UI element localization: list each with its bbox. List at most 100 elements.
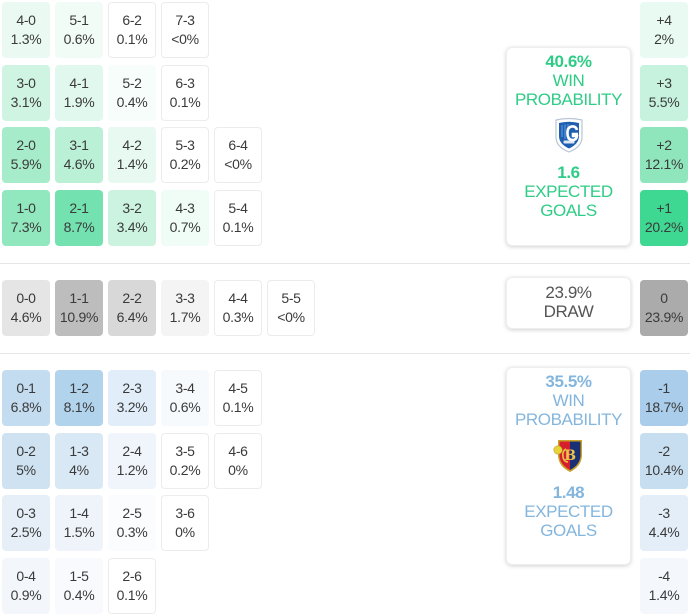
draw-label: DRAW (543, 302, 594, 321)
cell-score: 5-1 (69, 12, 89, 28)
scoreline-cell: 4-4 0.3% (214, 280, 262, 336)
goal-margin-cell: +2 12.1% (640, 127, 688, 183)
cell-probability: 2% (654, 31, 674, 47)
scoreline-cell: 4-0 1.3% (2, 2, 50, 58)
cell-probability: 0.3% (116, 524, 148, 540)
cell-score: 4-5 (228, 380, 248, 396)
cell-probability: 20.2% (644, 219, 684, 235)
cell-score: 2-6 (122, 568, 142, 584)
cell-probability: 5.9% (10, 156, 42, 172)
cell-score: 5-2 (122, 75, 142, 91)
cell-probability: 1.7% (169, 309, 201, 325)
cell-score: 2-1 (69, 200, 89, 216)
scoreline-cell: 4-6 0% (214, 433, 262, 489)
scoreline-cell: 2-5 0.3% (108, 495, 156, 551)
cell-probability: 0% (228, 462, 248, 478)
cell-probability: 0.2% (169, 462, 201, 478)
cell-probability: 1.2% (116, 462, 148, 478)
cell-probability: 0% (175, 524, 195, 540)
cell-probability: 6.8% (10, 399, 42, 415)
cell-score: 6-4 (228, 137, 248, 153)
away-win-probability: 35.5% (545, 372, 592, 391)
basel-crest-icon: B (553, 440, 582, 472)
cell-probability: 3.2% (116, 399, 148, 415)
scoreline-cell: 5-3 0.2% (161, 127, 209, 183)
scoreline-cell: 4-2 1.4% (108, 127, 156, 183)
goal-margin-cell: +1 20.2% (640, 190, 688, 246)
cell-probability: 8.1% (63, 399, 95, 415)
section-divider-top (0, 263, 690, 264)
cell-probability: 0.9% (10, 587, 42, 603)
cell-score: 0-4 (16, 568, 36, 584)
cell-probability: 0.1% (222, 399, 254, 415)
cell-score: 4-2 (122, 137, 142, 153)
scoreline-cell: 4-5 0.1% (214, 370, 262, 426)
scoreline-cell: 5-1 0.6% (55, 2, 103, 58)
cell-probability: 0.6% (63, 31, 95, 47)
scoreline-cell: 2-2 6.4% (108, 280, 156, 336)
cell-probability: 0.1% (116, 587, 148, 603)
cell-probability: 1.3% (10, 31, 42, 47)
cell-score: 1-4 (69, 505, 89, 521)
away-xg-label-line1: EXPECTED (524, 502, 613, 521)
away-win-label-line2: PROBABILITY (514, 410, 623, 429)
scoreline-cell: 2-1 8.7% (55, 190, 103, 246)
cell-probability: 5% (16, 462, 36, 478)
cell-score: 4-3 (175, 200, 195, 216)
cell-probability: 0.3% (222, 309, 254, 325)
scoreline-cell: 2-6 0.1% (108, 558, 156, 614)
scoreline-cell: 1-0 7.3% (2, 190, 50, 246)
cell-probability: 0.4% (116, 94, 148, 110)
scoreline-cell: 6-3 0.1% (161, 65, 209, 121)
cell-score: 3-2 (122, 200, 142, 216)
cell-score: 2-0 (16, 137, 36, 153)
cell-score: 4-0 (16, 12, 36, 28)
goal-margin-cell: +3 5.5% (640, 65, 688, 121)
scoreline-cell: 0-3 2.5% (2, 495, 50, 551)
scoreline-cell: 1-5 0.4% (55, 558, 103, 614)
cell-score: 3-0 (16, 75, 36, 91)
cell-score: 0-2 (16, 443, 36, 459)
cell-score: 5-4 (228, 200, 248, 216)
cell-probability: 0.1% (169, 94, 201, 110)
cell-probability: 2.5% (10, 524, 42, 540)
cell-probability: 10.4% (644, 462, 684, 478)
scoreline-cell: 1-1 10.9% (55, 280, 103, 336)
scoreline-cell: 4-3 0.7% (161, 190, 209, 246)
cell-probability: 0.4% (63, 587, 95, 603)
goal-margin-cell: -3 4.4% (640, 495, 688, 551)
scoreline-cell: 5-5 <0% (267, 280, 315, 336)
cell-probability: 1.4% (116, 156, 148, 172)
cell-score: 2-2 (122, 290, 142, 306)
scoreline-cell: 4-1 1.9% (55, 65, 103, 121)
cell-probability: 4.6% (10, 309, 42, 325)
cell-probability: 0.1% (222, 219, 254, 235)
cell-score: 0 (660, 290, 668, 306)
cell-probability: 0.1% (116, 31, 148, 47)
goal-margin-cell: 0 23.9% (640, 280, 688, 336)
cell-score: +1 (656, 200, 672, 216)
cell-score: 6-3 (175, 75, 195, 91)
cell-probability: 6.4% (116, 309, 148, 325)
scoreline-cell: 2-4 1.2% (108, 433, 156, 489)
cell-probability: 12.1% (644, 156, 684, 172)
scoreline-cell: 3-3 1.7% (161, 280, 209, 336)
home-summary-card: 40.6% WIN PROBABILITY 1.6 EXPECTED GOALS (506, 47, 631, 246)
goal-margin-cell: -1 18.7% (640, 370, 688, 426)
home-win-label-line2: PROBABILITY (514, 90, 623, 109)
cell-score: 2-3 (122, 380, 142, 396)
draw-summary-card: 23.9% DRAW (506, 277, 631, 329)
away-summary-card: 35.5% WIN PROBABILITY B 1.48 EXPECTED GO… (506, 367, 631, 565)
scoreline-cell: 6-4 <0% (214, 127, 262, 183)
cell-score: -2 (658, 443, 670, 459)
scoreline-cell: 1-4 1.5% (55, 495, 103, 551)
goal-margin-cell: -4 1.4% (640, 558, 688, 614)
goal-margin-cell: -2 10.4% (640, 433, 688, 489)
cell-probability: <0% (224, 156, 252, 172)
cell-score: +3 (656, 75, 672, 91)
svg-text:B: B (564, 448, 576, 464)
away-expected-goals: 1.48 (552, 483, 585, 502)
scoreline-cell: 7-3 <0% (161, 2, 209, 58)
cell-probability: 0.6% (169, 399, 201, 415)
cell-probability: 8.7% (63, 219, 95, 235)
